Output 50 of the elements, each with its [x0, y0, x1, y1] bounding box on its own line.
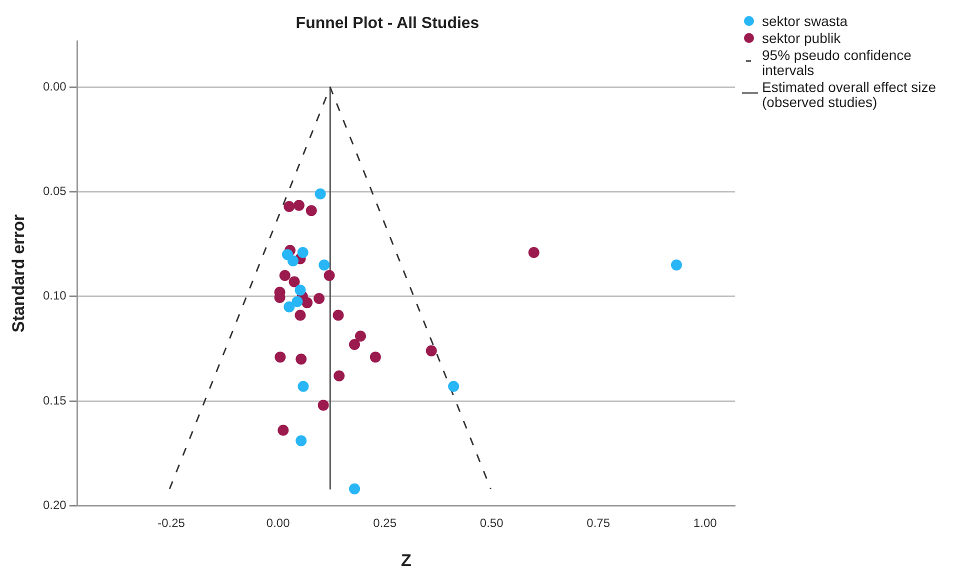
point	[288, 276, 300, 288]
point	[306, 205, 317, 216]
x-tick-label: 0.50	[480, 516, 504, 530]
chart-title: Funnel Plot - All Studies	[296, 15, 480, 32]
y-axis-title: Standard error	[9, 214, 28, 332]
point	[284, 301, 295, 312]
point	[293, 200, 304, 211]
point	[349, 339, 360, 350]
point	[349, 483, 360, 494]
legend-label: sektor publik	[762, 30, 842, 46]
legend-label: Estimated overall effect size (observed studies)	[762, 79, 938, 110]
legend-label: sektor swasta	[762, 13, 849, 29]
point	[314, 293, 325, 304]
point	[334, 370, 345, 382]
point	[324, 270, 335, 281]
point	[294, 310, 306, 321]
point	[294, 284, 306, 296]
point	[288, 255, 299, 266]
legend-label: 95% pseudo confidence intervals	[762, 47, 912, 78]
point	[314, 188, 326, 200]
y-tick-label: 0.20	[42, 498, 67, 512]
point	[670, 260, 682, 271]
point	[318, 260, 330, 271]
point	[296, 435, 307, 446]
point	[332, 310, 344, 321]
x-tick-label: 0.75	[586, 516, 610, 530]
point	[284, 200, 295, 212]
x-tick-label: 0.25	[373, 516, 397, 530]
point	[318, 400, 329, 411]
point	[278, 424, 289, 436]
point	[448, 380, 460, 392]
x-axis-title: Z	[400, 551, 412, 570]
point	[297, 246, 308, 258]
x-tick-label: 1.00	[693, 516, 718, 530]
point	[528, 246, 540, 258]
y-tick-label: 0.00	[42, 80, 67, 94]
point	[292, 296, 303, 308]
point	[370, 352, 381, 363]
point	[302, 297, 313, 308]
point	[426, 345, 437, 356]
y-tick-label: 0.15	[42, 393, 67, 408]
y-tick-label: 0.05	[42, 184, 67, 198]
point	[354, 330, 366, 342]
point	[296, 354, 307, 365]
x-tick-label: 0.00	[266, 516, 290, 530]
y-tick-label: 0.10	[42, 288, 67, 303]
x-tick-label: -0.25	[158, 516, 186, 530]
point	[274, 352, 286, 363]
point	[279, 270, 290, 281]
point	[298, 380, 309, 392]
